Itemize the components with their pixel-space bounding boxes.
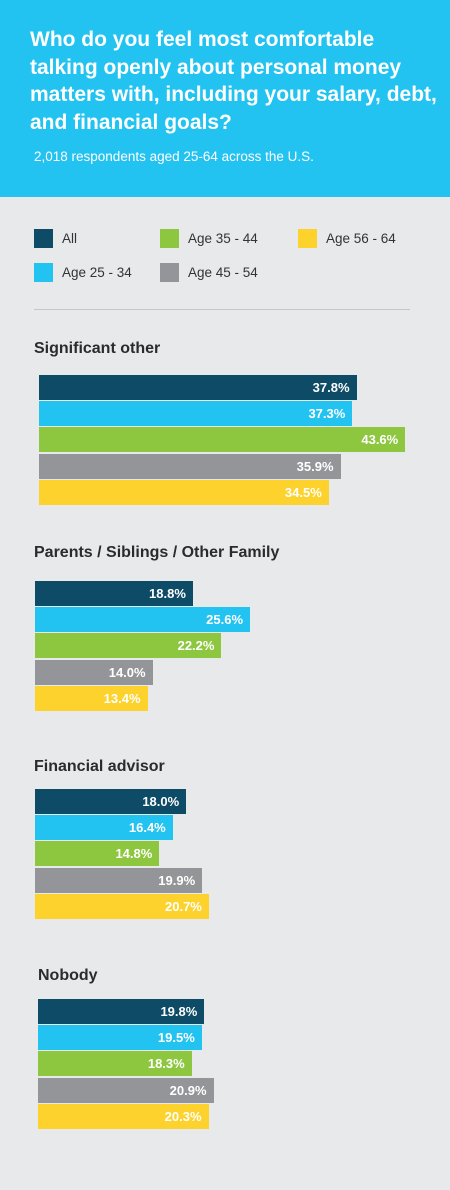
bar-financial-advisor-age-45-54: 19.9%	[35, 867, 203, 893]
bar-nobody-age-45-54: 20.9%	[38, 1077, 214, 1103]
legend-swatch-age-25-34	[34, 262, 53, 282]
bar-value-label: 37.8%	[312, 380, 350, 395]
bar-value-label: 20.7%	[165, 898, 202, 914]
legend-swatch-age-45-54	[160, 262, 179, 282]
bar-value-label: 16.4%	[128, 820, 166, 836]
bar-value-label: 14.0%	[108, 664, 146, 680]
legend-item-age-35-44: Age 35 - 44	[160, 228, 258, 248]
bar-value-label: 13.4%	[103, 690, 141, 706]
bar-nobody-all: 19.8%	[38, 999, 205, 1024]
bar-value-label: 18.0%	[142, 794, 180, 809]
bar-value-label: 18.3%	[147, 1056, 185, 1072]
category-title-significant-other: Significant other	[34, 340, 161, 357]
bar-significant-other-age-25-34: 37.3%	[39, 401, 353, 427]
bar-significant-other-age-45-54: 35.9%	[39, 453, 341, 479]
bar-value-label: 22.2%	[177, 638, 215, 654]
bar-family-all: 18.8%	[35, 581, 193, 606]
bar-value-label: 43.6%	[361, 432, 399, 448]
bar-value-label: 20.9%	[169, 1082, 207, 1098]
legend-divider	[34, 309, 410, 310]
legend-label-age-45-54: Age 45 - 54	[188, 264, 258, 280]
bar-financial-advisor-age-25-34: 16.4%	[35, 815, 173, 841]
bar-value-label: 19.8%	[160, 1004, 198, 1019]
bar-family-age-35-44: 22.2%	[35, 633, 222, 659]
bar-value-label: 25.6%	[206, 612, 244, 628]
bar-nobody-age-56-64: 20.3%	[38, 1103, 209, 1129]
category-title-financial-advisor: Financial advisor	[34, 758, 165, 775]
legend-item-age-25-34: Age 25 - 34	[34, 262, 132, 282]
category-title-nobody: Nobody	[38, 967, 98, 984]
bar-significant-other-age-56-64: 34.5%	[39, 479, 329, 505]
bar-significant-other-age-35-44: 43.6%	[39, 427, 406, 453]
header-banner: Who do you feel most comfortable talking…	[0, 0, 450, 197]
chart-subtitle: 2,018 respondents aged 25-64 across the …	[34, 149, 314, 164]
bar-significant-other-all: 37.8%	[39, 375, 357, 400]
legend-label-age-56-64: Age 56 - 64	[326, 230, 396, 246]
bar-value-label: 19.5%	[157, 1030, 195, 1046]
legend-swatch-age-35-44	[160, 228, 179, 248]
bar-value-label: 37.3%	[308, 406, 346, 422]
legend-label-age-35-44: Age 35 - 44	[188, 230, 258, 246]
bar-family-age-56-64: 13.4%	[35, 685, 148, 711]
legend-item-age-56-64: Age 56 - 64	[298, 228, 396, 248]
bar-family-age-25-34: 25.6%	[35, 607, 251, 633]
bar-value-label: 35.9%	[296, 458, 334, 474]
legend-label-all: All	[62, 230, 78, 246]
bar-financial-advisor-all: 18.0%	[35, 789, 187, 814]
legend-label-age-25-34: Age 25 - 34	[62, 264, 132, 280]
legend-swatch-all	[34, 228, 53, 248]
bar-financial-advisor-age-35-44: 14.8%	[35, 841, 160, 867]
category-title-family: Parents / Siblings / Other Family	[34, 544, 280, 561]
bar-value-label: 20.3%	[164, 1108, 202, 1124]
bar-value-label: 34.5%	[284, 484, 322, 500]
chart-title: Who do you feel most comfortable talking…	[30, 28, 437, 134]
bar-value-label: 19.9%	[158, 872, 196, 888]
bar-value-label: 18.8%	[149, 586, 186, 601]
bar-nobody-age-35-44: 18.3%	[38, 1051, 192, 1077]
legend-swatch-age-56-64	[298, 228, 317, 248]
bar-value-label: 14.8%	[115, 846, 153, 862]
bar-family-age-45-54: 14.0%	[35, 659, 153, 685]
bar-financial-advisor-age-56-64: 20.7%	[35, 893, 209, 919]
legend-item-all: All	[34, 228, 77, 248]
bar-nobody-age-25-34: 19.5%	[38, 1025, 202, 1051]
legend-item-age-45-54: Age 45 - 54	[160, 262, 258, 282]
